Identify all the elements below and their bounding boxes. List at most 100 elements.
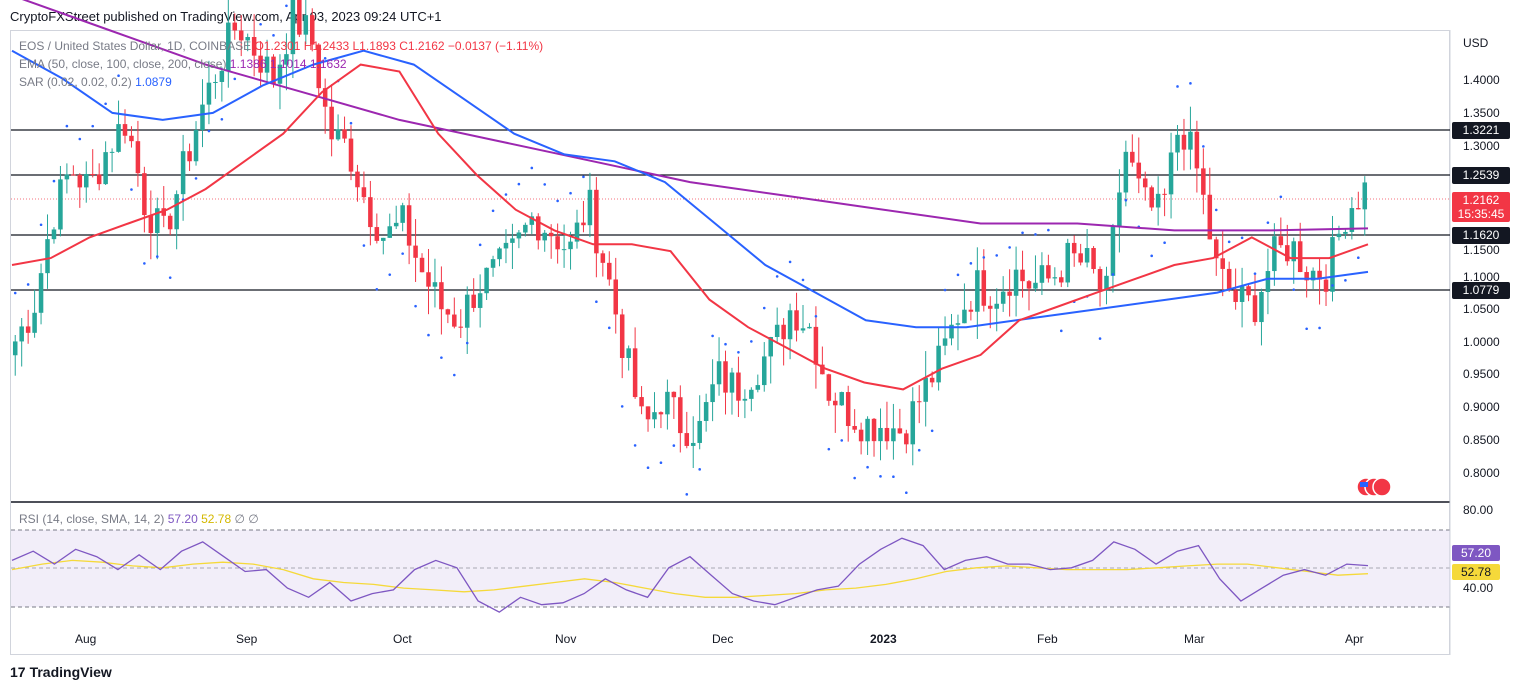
sar-dot (543, 183, 547, 186)
tradingview-logo[interactable]: 17 TradingView (10, 664, 112, 680)
sar-dot (556, 199, 559, 203)
sar-dot (155, 255, 159, 258)
candle (529, 212, 535, 234)
sar-dot (827, 447, 831, 451)
candle-body (90, 174, 95, 176)
candle (381, 237, 386, 255)
candle (813, 306, 819, 389)
candle-body (1330, 237, 1335, 292)
candle-body (1117, 192, 1122, 227)
candle (845, 385, 851, 442)
rsi-tick: 80.00 (1463, 503, 1494, 517)
candle (1162, 188, 1167, 217)
candle-body (1136, 162, 1142, 179)
candle (1142, 171, 1148, 201)
candle (568, 231, 573, 270)
candle-body (1272, 236, 1277, 272)
candle-body (148, 215, 154, 234)
candle (658, 411, 664, 429)
candle-body (77, 174, 83, 188)
candle-body (523, 224, 528, 233)
candle-body (297, 0, 302, 35)
candle-body (503, 242, 509, 249)
legend-symbol: EOS / United States Dollar, 1D, COINBASE… (19, 39, 544, 53)
sar-dot (659, 461, 663, 465)
candle-body (219, 70, 225, 82)
candle-body (45, 239, 50, 274)
candle (516, 230, 522, 249)
price-tick: 0.9500 (1463, 367, 1500, 381)
candle-body (729, 372, 735, 393)
legend-ema-values: 1.1386 1.1014 1.1632 (229, 57, 347, 71)
candle-body (193, 129, 199, 162)
candle (64, 163, 70, 194)
candle (891, 403, 896, 460)
sar-dot (788, 260, 792, 264)
candle-body (71, 174, 76, 176)
sar-dot (207, 129, 211, 133)
candle (723, 350, 728, 415)
sar-dot (879, 475, 882, 478)
candle (781, 318, 786, 366)
rsi-sma-tag: 52.78 (1452, 564, 1500, 580)
candle-body (38, 273, 44, 313)
candle (1356, 191, 1361, 210)
sar-dot (1240, 236, 1244, 240)
candle-body (96, 174, 102, 185)
sar-dot (1124, 198, 1128, 202)
candle-body (413, 245, 418, 258)
candle (129, 126, 134, 148)
candle-body (103, 152, 108, 185)
candle (839, 391, 845, 406)
candle (238, 15, 244, 57)
candle-body (174, 194, 179, 230)
candle-body (510, 238, 515, 243)
candle-body (626, 348, 631, 358)
rsi-tick: 40.00 (1463, 581, 1494, 595)
candle (716, 337, 722, 396)
sar-dot (1150, 254, 1153, 258)
rsi-band-background (11, 530, 1450, 607)
sar-series (13, 4, 1360, 496)
candle-body (884, 427, 890, 442)
candle (1104, 266, 1109, 305)
candle-body (1343, 231, 1348, 234)
time-label: Apr (1345, 632, 1364, 646)
candle-body (516, 232, 522, 239)
legend-rsi-value: 57.20 (167, 512, 198, 526)
candle (729, 367, 735, 415)
candle-body (942, 338, 948, 346)
candle-body (1252, 295, 1258, 323)
candle-body (1356, 208, 1361, 210)
candle-body (787, 310, 793, 340)
sar-dot (78, 137, 82, 141)
candle-body (109, 151, 115, 153)
candle (290, 0, 296, 79)
candle-body (774, 324, 780, 338)
candle (987, 296, 993, 329)
candle (374, 213, 380, 244)
candle-body (348, 138, 354, 172)
sar-dot (750, 340, 753, 343)
candle (820, 346, 825, 375)
candle (523, 222, 528, 237)
candle (58, 165, 63, 237)
sar-dot (52, 179, 56, 183)
sar-dot (323, 57, 327, 60)
candle (471, 278, 476, 312)
candle (1291, 237, 1297, 284)
sar-dot (595, 300, 598, 304)
candle (826, 373, 832, 406)
sar-dot (724, 342, 727, 346)
candle-body (742, 398, 748, 401)
candle-body (316, 44, 321, 89)
candle (213, 74, 218, 99)
candle (607, 251, 612, 286)
candle (749, 387, 754, 412)
candle-body (439, 282, 444, 310)
sar-dot (1034, 233, 1037, 236)
candle (1059, 270, 1064, 288)
price-tick: 1.0500 (1463, 302, 1500, 316)
candle-body (833, 400, 838, 406)
